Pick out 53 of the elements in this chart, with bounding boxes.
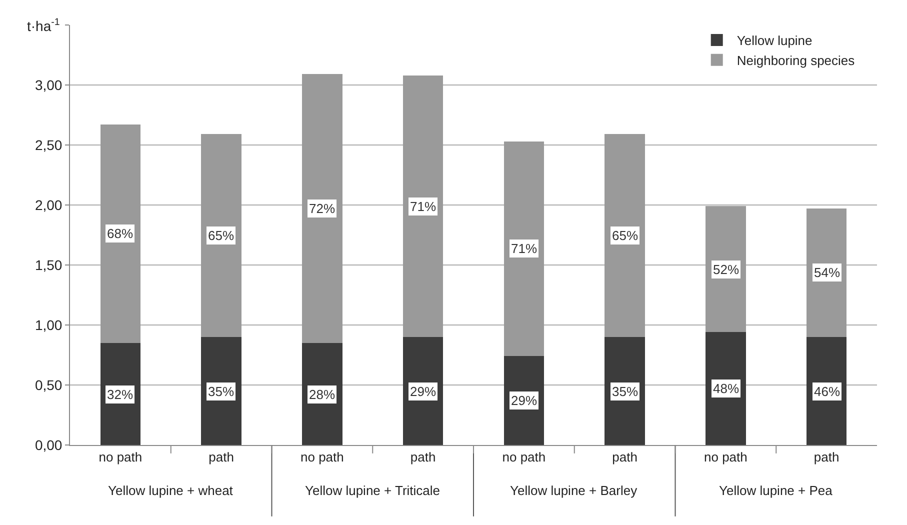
x-tick-label: no path — [300, 450, 344, 465]
annotation: 68% — [107, 226, 134, 241]
x-tick-label: no path — [704, 450, 748, 465]
annotation: 46% — [814, 384, 840, 399]
bar — [706, 332, 746, 445]
bar — [302, 343, 342, 445]
annotation: 29% — [511, 393, 538, 408]
y-tick-label: 2,50 — [34, 136, 62, 153]
annotation: 35% — [208, 384, 234, 399]
bar — [100, 124, 141, 343]
bar — [806, 337, 847, 445]
x-tick-label: no path — [98, 450, 142, 465]
bar — [302, 74, 342, 343]
annotation: 72% — [309, 201, 336, 216]
y-tick-label: 1,50 — [34, 256, 62, 273]
annotation: 65% — [612, 228, 638, 243]
x-tick-label: path — [612, 450, 638, 465]
legend-label: Neighboring species — [736, 52, 856, 68]
x-tick-label: path — [814, 450, 840, 465]
annotation: 52% — [713, 262, 740, 277]
x-tick-label: path — [410, 450, 436, 465]
annotation: 65% — [208, 228, 234, 243]
annotation: 28% — [309, 387, 336, 402]
y-tick-label: 1,00 — [34, 316, 62, 333]
text: Yellow lupine + Pea — [719, 483, 834, 498]
text: Yellow lupine + wheat — [108, 483, 234, 498]
annotation: 48% — [713, 381, 740, 396]
y-tick-label: 0,50 — [34, 376, 62, 393]
y-tick-label: 3,00 — [34, 76, 62, 93]
annotation: 71% — [511, 241, 538, 256]
x-tick-label: no path — [502, 450, 546, 465]
bar — [604, 134, 645, 337]
text: Yellow lupine + Triticale — [305, 483, 440, 498]
bar — [402, 337, 444, 445]
bar — [100, 343, 141, 445]
annotation: 32% — [107, 387, 134, 402]
bar — [201, 134, 242, 337]
bar — [604, 337, 645, 445]
bar — [706, 206, 746, 332]
text: Yellow lupine + Barley — [510, 483, 638, 498]
y-tick-label: 2,00 — [34, 196, 62, 213]
x-tick-label: path — [208, 450, 234, 465]
legend-label: Yellow lupine — [736, 33, 812, 48]
annotation: 71% — [410, 199, 436, 214]
y-axis-title: t·ha$^{-1}$ — [27, 17, 60, 34]
y-tick-label: 0,00 — [34, 436, 62, 453]
annotation: 54% — [814, 265, 840, 280]
annotation: 35% — [612, 384, 638, 399]
bar — [504, 141, 544, 356]
annotation: 29% — [410, 384, 436, 399]
bar — [806, 208, 847, 337]
bar — [201, 337, 242, 445]
bar — [402, 75, 444, 337]
